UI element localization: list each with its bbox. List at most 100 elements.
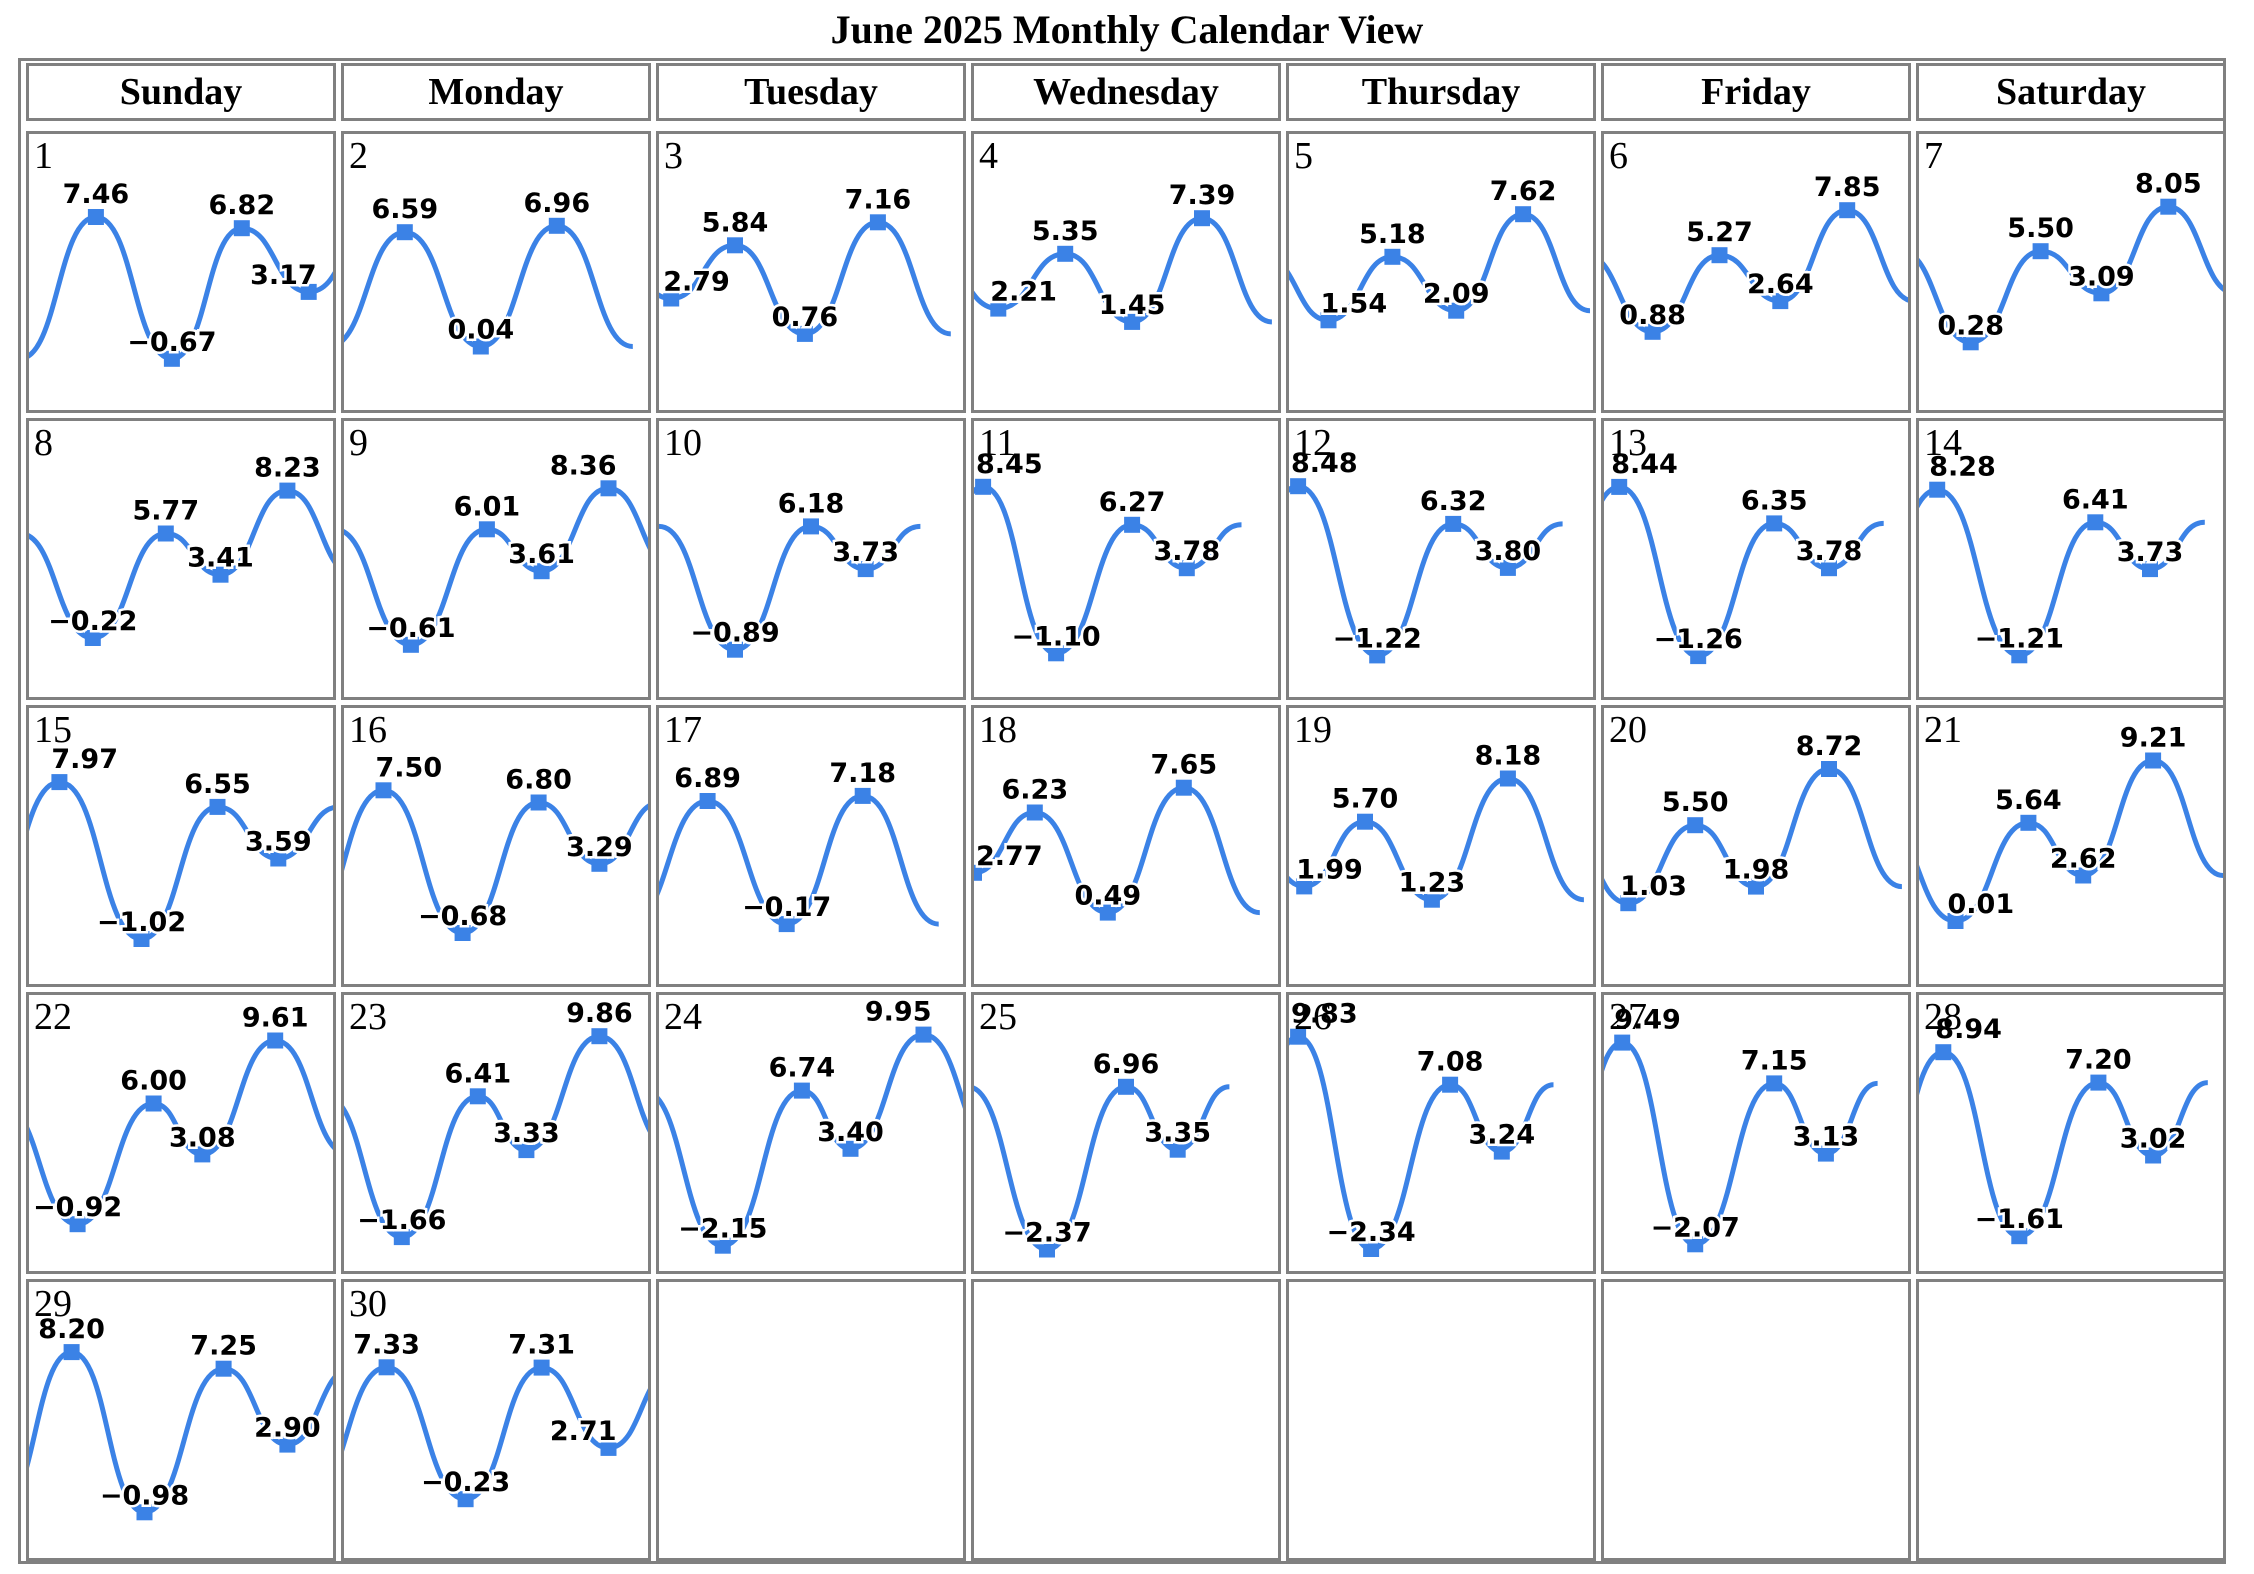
data-label: −0.67 (127, 327, 216, 358)
data-point-marker (2011, 1228, 2028, 1245)
data-label: 3.13 (1793, 1122, 1860, 1153)
data-point-marker (518, 1142, 535, 1159)
data-point-marker (803, 518, 819, 535)
data-point-marker (212, 566, 229, 583)
data-label: −1.21 (1975, 623, 2064, 654)
date-number: 25 (979, 996, 1017, 1038)
day-cell-26: 9.83 −2.34 7.08 3.24 26 (1286, 992, 1596, 1274)
data-label: 3.59 (245, 827, 312, 858)
data-point-marker (267, 1032, 284, 1049)
data-label: 2.90 (254, 1413, 321, 1444)
day-cell-29: 8.20 −0.98 7.25 2.90 29 (26, 1279, 336, 1561)
data-label: 0.28 (1937, 310, 2004, 341)
data-point-marker (375, 782, 392, 799)
date-number: 14 (1924, 422, 1962, 464)
data-point-marker (300, 283, 317, 300)
series-line (1919, 204, 2223, 345)
day-cell-14: 8.28 −1.21 6.41 3.73 14 (1916, 418, 2226, 700)
day-chart-13: 8.44 −1.26 6.35 3.78 (1604, 446, 1885, 665)
data-point-marker (548, 217, 565, 234)
data-label: 3.78 (1796, 536, 1863, 567)
data-label: 2.09 (1423, 279, 1490, 310)
data-point-marker (796, 325, 813, 342)
data-point-marker (194, 1146, 211, 1163)
data-label: 8.28 (1929, 452, 1996, 483)
series-line (344, 485, 648, 648)
day-chart-10: −0.89 6.18 3.73 (659, 486, 921, 658)
data-label: 7.85 (1814, 172, 1881, 203)
data-point-marker (2087, 514, 2104, 531)
data-point-marker (469, 1088, 486, 1105)
data-point-marker (454, 925, 471, 941)
data-label: 3.41 (187, 543, 254, 574)
weekday-header-wednesday: Wednesday (971, 63, 1281, 121)
data-point-marker (1687, 1236, 1704, 1253)
data-point-marker (600, 480, 617, 497)
data-point-marker (478, 521, 495, 538)
data-point-marker (87, 209, 104, 225)
empty-day-cell (1286, 1279, 1596, 1561)
data-point-marker (63, 1344, 80, 1361)
data-label: 6.96 (523, 188, 590, 219)
data-point-marker (1296, 878, 1313, 895)
data-point-marker (1384, 248, 1401, 265)
data-label: 6.59 (371, 194, 438, 225)
data-label: 7.15 (1741, 1045, 1808, 1076)
data-label: −0.92 (33, 1192, 122, 1223)
data-point-marker (1499, 770, 1516, 787)
date-number: 22 (34, 996, 72, 1038)
data-point-marker (1169, 1141, 1186, 1158)
day-chart-17: 6.89 −0.17 7.18 (659, 755, 940, 933)
data-label: 6.35 (1741, 485, 1808, 516)
data-point-marker (51, 774, 68, 791)
data-point-marker (1442, 1076, 1459, 1093)
weekday-header-sunday: Sunday (26, 63, 336, 121)
data-point-marker (1445, 515, 1462, 532)
day-cell-7: 0.28 5.50 3.09 8.05 7 (1916, 131, 2226, 413)
day-chart-3: 2.79 5.84 0.76 7.16 (659, 182, 952, 342)
data-label: 6.41 (2062, 484, 2129, 515)
data-point-marker (2093, 285, 2110, 302)
day-cell-1: 7.46 −0.67 6.82 3.17 1 (26, 131, 336, 413)
data-label: 3.24 (1468, 1120, 1535, 1151)
date-number: 4 (979, 135, 998, 177)
day-cell-28: 8.94 −1.61 7.20 3.02 28 (1916, 992, 2226, 1274)
data-point-marker (1493, 1143, 1510, 1160)
day-cell-25: −2.37 6.96 3.35 25 (971, 992, 1281, 1274)
data-label: 5.27 (1686, 217, 1753, 248)
data-point-marker (1821, 560, 1837, 577)
data-point-marker (402, 636, 419, 653)
day-chart-22: −0.92 6.00 3.08 9.61 (29, 1000, 333, 1233)
data-point-marker (1357, 813, 1373, 830)
day-cell-8: −0.22 5.77 3.41 8.23 8 (26, 418, 336, 700)
day-cell-23: −1.66 6.41 3.33 9.86 23 (341, 992, 651, 1274)
data-label: 3.80 (1475, 536, 1542, 567)
data-point-marker (842, 1140, 859, 1157)
day-chart-16: 7.50 −0.68 6.80 3.29 (344, 750, 648, 941)
data-label: 7.16 (845, 184, 912, 215)
data-point-marker (869, 214, 886, 231)
data-label: 2.79 (663, 267, 730, 298)
data-point-marker (1320, 312, 1337, 329)
data-point-marker (699, 793, 716, 809)
data-point-marker (793, 1082, 810, 1099)
data-label: 6.23 (1001, 775, 1068, 806)
data-point-marker (472, 338, 489, 355)
data-label: 5.77 (132, 496, 199, 527)
data-label: 6.41 (444, 1058, 511, 1089)
data-point-marker (915, 1026, 932, 1043)
data-point-marker (1178, 560, 1195, 577)
data-label: −0.23 (421, 1467, 510, 1498)
date-number: 15 (34, 709, 72, 751)
weekday-header-thursday: Thursday (1286, 63, 1596, 121)
data-label: 6.55 (184, 769, 251, 800)
series-line (659, 1032, 963, 1249)
data-point-marker (533, 1359, 550, 1376)
date-number: 7 (1924, 135, 1943, 177)
day-chart-14: 8.28 −1.21 6.41 3.73 (1919, 449, 2206, 664)
data-label: −1.61 (1975, 1204, 2064, 1235)
data-label: 6.00 (120, 1066, 187, 1097)
data-label: −0.61 (366, 613, 455, 644)
data-point-marker (1124, 516, 1141, 533)
data-point-marker (591, 1028, 608, 1045)
